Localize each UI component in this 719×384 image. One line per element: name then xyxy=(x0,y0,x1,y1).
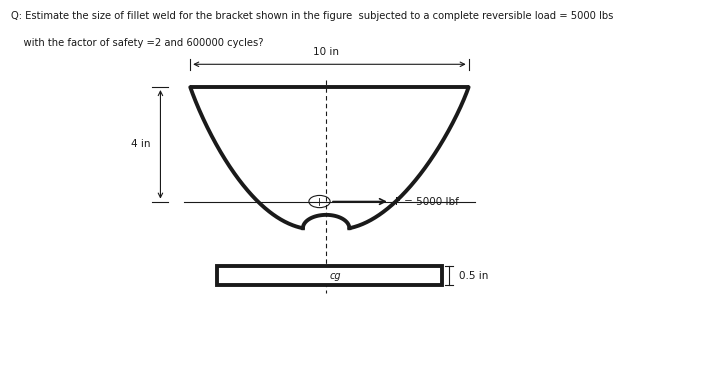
Text: Q: Estimate the size of fillet weld for the bracket shown in the figure  subject: Q: Estimate the size of fillet weld for … xyxy=(12,11,614,21)
Text: 10 in: 10 in xyxy=(313,48,339,58)
Text: cg: cg xyxy=(329,271,341,281)
Bar xyxy=(216,266,442,285)
Text: F = 5000 lbf: F = 5000 lbf xyxy=(395,197,459,207)
Text: with the factor of safety =2 and 600000 cycles?: with the factor of safety =2 and 600000 … xyxy=(12,38,264,48)
Text: 0.5 in: 0.5 in xyxy=(459,271,488,281)
Text: 4 in: 4 in xyxy=(131,139,150,149)
